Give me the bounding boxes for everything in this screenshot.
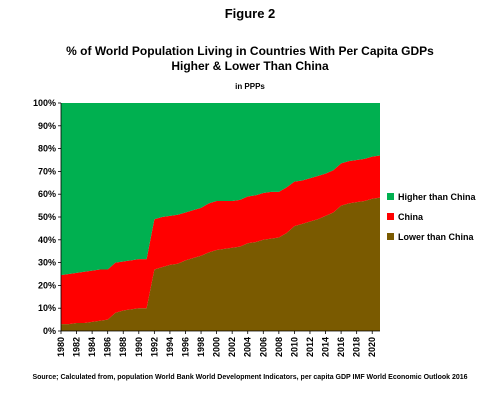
- x-tick-label: 1982: [72, 337, 82, 357]
- x-tick-label: 1980: [56, 337, 66, 357]
- y-tick-label: 70%: [38, 166, 56, 176]
- y-tick-label: 80%: [38, 144, 56, 154]
- y-tick-label: 20%: [38, 280, 56, 290]
- legend-swatch-higher-than-china: [387, 193, 394, 200]
- legend-label-higher-than-china: Higher than China: [398, 192, 476, 202]
- y-tick-label: 30%: [38, 258, 56, 268]
- y-tick-label: 40%: [38, 235, 56, 245]
- y-tick-label: 90%: [38, 121, 56, 131]
- x-tick-label: 1988: [118, 337, 128, 357]
- x-tick-label: 2014: [321, 337, 331, 357]
- x-tick-label: 2018: [352, 337, 362, 357]
- x-tick-label: 2012: [305, 337, 315, 357]
- y-tick-label: 60%: [38, 189, 56, 199]
- legend-swatch-china: [387, 213, 394, 220]
- source-note: Source; Calculated from, population Worl…: [32, 374, 468, 381]
- area-china: [61, 155, 380, 325]
- x-tick-label: 2002: [227, 337, 237, 357]
- x-tick-label: 1996: [180, 337, 190, 357]
- figure-label: Figure 2: [224, 6, 276, 21]
- chart-title: % of World Population Living in Countrie…: [0, 44, 500, 74]
- y-tick-label: 100%: [33, 98, 56, 108]
- x-tick-label: 1990: [134, 337, 144, 357]
- area-higher-than-china: [61, 103, 380, 276]
- x-tick-label: 1986: [103, 337, 113, 357]
- y-tick-label: 0%: [43, 326, 56, 336]
- x-tick-label: 2020: [367, 337, 377, 357]
- y-tick-label: 10%: [38, 303, 56, 313]
- x-tick-label: 1998: [196, 337, 206, 357]
- x-tick-label: 1994: [165, 337, 175, 357]
- x-tick-label: 1984: [87, 337, 97, 357]
- y-tick-label: 50%: [38, 212, 56, 222]
- legend-label-lower-than-china: Lower than China: [398, 232, 474, 242]
- x-tick-label: 2004: [243, 337, 253, 357]
- chart-subtitle: in PPPs: [235, 82, 265, 91]
- area-lower-than-china: [61, 197, 380, 331]
- chart-title-line-1: % of World Population Living in Countrie…: [66, 44, 434, 58]
- x-tick-label: 2016: [336, 337, 346, 357]
- x-tick-label: 2010: [289, 337, 299, 357]
- chart-title-line-2: Higher & Lower Than China: [171, 59, 329, 73]
- x-tick-label: 2000: [212, 337, 222, 357]
- x-tick-label: 2006: [258, 337, 268, 357]
- x-tick-label: 1992: [149, 337, 159, 357]
- x-tick-label: 2008: [274, 337, 284, 357]
- legend-label-china: China: [398, 212, 424, 222]
- legend-swatch-lower-than-china: [387, 233, 394, 240]
